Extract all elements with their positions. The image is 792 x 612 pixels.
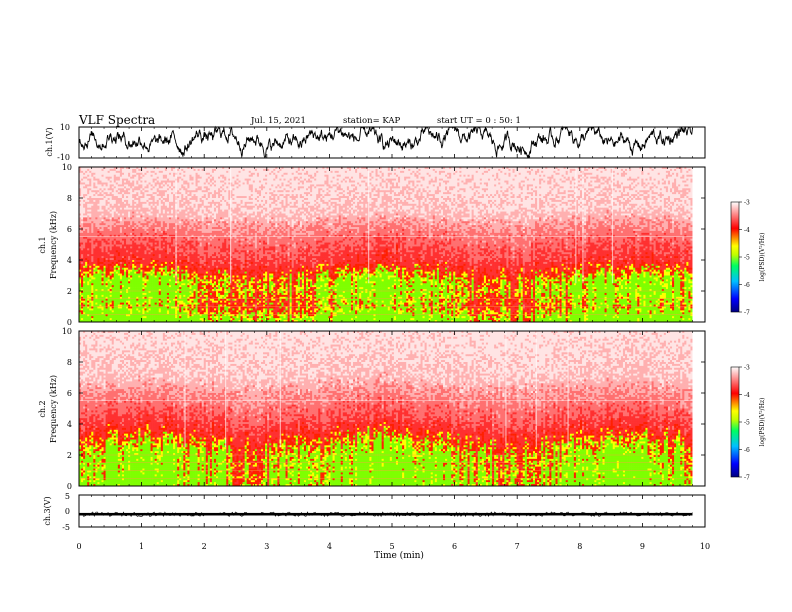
ch1-ylabel: ch.1(V) — [45, 127, 54, 156]
x-axis-label: Time (min) — [374, 550, 424, 561]
ch2-spectrogram-panel: 0 2 4 6 8 10 ch.2 Frequency (kHz) — [38, 327, 705, 491]
x-tick-label: 0 — [76, 542, 81, 551]
colorbar-tick-label: -4 — [744, 392, 750, 399]
ch3-waveform-line — [79, 512, 693, 516]
ch3-ytick-mid: 0 — [65, 507, 70, 516]
freq-tick-label: 6 — [67, 225, 72, 234]
freq-tick-label: 10 — [62, 327, 72, 336]
ch1-spec-ylabel: ch.1 — [38, 236, 47, 253]
ch3-ytick-bottom: -5 — [62, 523, 70, 532]
ch1-waveform-panel: ch.1(V) 10 -10 — [45, 123, 705, 162]
ch1-ytick-top: 10 — [60, 123, 70, 132]
ch1-colorbar-label: log(PSD)(V²/Hz) — [759, 233, 766, 282]
freq-tick-label: 0 — [67, 318, 72, 327]
freq-tick-label: 4 — [67, 420, 72, 429]
ch1-colorbar: -3 -4 -5 -6 -7 log(PSD)(V²/Hz) — [731, 200, 766, 317]
x-tick-label: 9 — [640, 542, 645, 551]
x-tick-label: 5 — [389, 542, 394, 551]
ch1-ytick-bottom: -10 — [57, 153, 70, 162]
freq-tick-label: 8 — [67, 358, 72, 367]
colorbar-tick-label: -7 — [744, 310, 750, 317]
ch1-waveform-line — [79, 127, 693, 157]
ch2-colorbar: -3 -4 -5 -6 -7 log(PSD)(V²/Hz) — [731, 365, 766, 482]
colorbar-tick-label: -7 — [744, 475, 750, 482]
x-tick-label: 6 — [452, 542, 457, 551]
colorbar-tick-label: -5 — [744, 255, 750, 262]
ch2-spec-ylabel: ch.2 — [38, 400, 47, 417]
ch3-ytick-top: 5 — [65, 492, 70, 501]
ch2-spec-ylabel-freq: Frequency (kHz) — [49, 375, 58, 443]
freq-tick-label: 8 — [67, 194, 72, 203]
freq-tick-label: 2 — [67, 451, 72, 460]
colorbar-tick-label: -4 — [744, 227, 750, 234]
freq-tick-label: 4 — [67, 256, 72, 265]
colorbar-tick-label: -6 — [744, 447, 750, 454]
vlf-figure: ch.1(V) 10 -10 0246810 ch.1 Frequency (k… — [0, 0, 792, 612]
ch3-waveform-panel: ch.3(V) 5 0 -5 — [43, 492, 705, 532]
freq-tick-label: 6 — [67, 389, 72, 398]
freq-tick-label: 2 — [67, 287, 72, 296]
x-tick-label: 7 — [515, 542, 520, 551]
freq-tick-label: 10 — [62, 163, 72, 172]
x-tick-label: 2 — [202, 542, 207, 551]
ch1-spectrogram-panel: 0 2 4 6 8 10 ch.1 Frequency (kHz) — [38, 163, 705, 327]
x-tick-label: 10 — [700, 542, 710, 551]
x-tick-label: 3 — [264, 542, 269, 551]
colorbar-tick-label: -3 — [744, 365, 750, 372]
ch2-spectrogram-image — [79, 331, 705, 486]
freq-tick-label: 0 — [67, 482, 72, 491]
colorbar-tick-label: -5 — [744, 420, 750, 427]
ch3-ylabel: ch.3(V) — [43, 496, 52, 525]
ch1-spectrogram-image — [79, 167, 705, 322]
colorbar-tick-label: -3 — [744, 200, 750, 207]
ch1-spec-ylabel-freq: Frequency (kHz) — [49, 211, 58, 279]
x-tick-label: 8 — [577, 542, 582, 551]
x-tick-label: 4 — [327, 542, 332, 551]
colorbar-tick-label: -6 — [744, 282, 750, 289]
x-tick-label: 1 — [139, 542, 144, 551]
ch2-colorbar-label: log(PSD)(V²/Hz) — [759, 398, 766, 447]
